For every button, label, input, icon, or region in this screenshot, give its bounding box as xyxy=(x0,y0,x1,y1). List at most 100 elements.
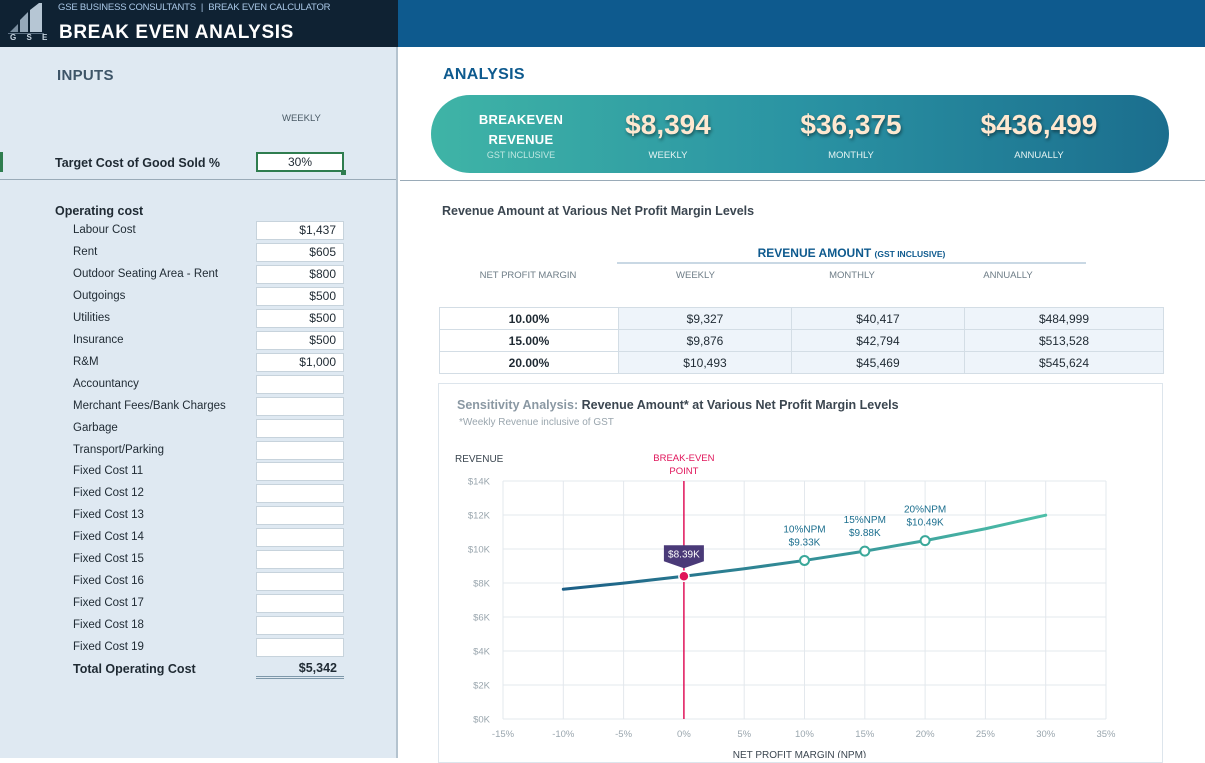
breakeven-card-title: BREAKEVEN REVENUE xyxy=(466,110,576,150)
npm-point-value: $9.88K xyxy=(849,528,881,539)
cost-input[interactable] xyxy=(256,616,344,636)
npm-point-label: 10%NPM xyxy=(783,524,825,535)
cost-input[interactable]: $500 xyxy=(256,308,344,328)
cost-label: Utilities xyxy=(73,311,111,324)
x-tick-label: 5% xyxy=(737,729,751,740)
cost-label: Insurance xyxy=(73,333,124,346)
y-tick-label: $14K xyxy=(468,477,491,488)
cost-input[interactable]: $500 xyxy=(256,330,344,350)
cost-row: Transport/Parking xyxy=(0,440,396,462)
cost-label: Outdoor Seating Area - Rent xyxy=(73,267,219,280)
cost-row: Fixed Cost 16 xyxy=(0,571,396,593)
app-header: G S E GSE BUSINESS CONSULTANTS | BREAK EVE… xyxy=(0,0,398,47)
breakeven-card-subtitle: GST INCLUSIVE xyxy=(486,150,556,160)
npm-point-value: $9.33K xyxy=(789,537,821,548)
cost-label: Fixed Cost 11 xyxy=(73,465,144,478)
table-row: 15.00% $9,876 $42,794 $513,528 xyxy=(439,329,1165,352)
cost-input[interactable]: $605 xyxy=(256,242,344,262)
cost-row: Fixed Cost 11 xyxy=(0,461,396,483)
cost-label: Outgoings xyxy=(73,289,126,302)
operating-cost-heading: Operating cost xyxy=(55,204,144,218)
breakeven-annually-value: $436,499 xyxy=(980,109,1098,140)
revenue-amount-underline xyxy=(617,262,1086,264)
cost-row: Labour Cost $1,437 xyxy=(0,220,396,242)
cost-row: Merchant Fees/Bank Charges xyxy=(0,396,396,418)
cost-label: Transport/Parking xyxy=(73,443,164,456)
weekly-revenue-cell: $9,327 xyxy=(618,307,792,330)
target-cogs-input[interactable]: 30% xyxy=(256,152,344,172)
cost-input[interactable] xyxy=(256,506,344,526)
cost-input[interactable] xyxy=(256,418,344,438)
cost-label: Merchant Fees/Bank Charges xyxy=(73,399,226,412)
cost-label: Fixed Cost 12 xyxy=(73,487,144,500)
x-tick-label: 35% xyxy=(1096,729,1116,740)
chart-title-main: Revenue Amount* at Various Net Profit Ma… xyxy=(581,398,899,412)
cost-input[interactable]: $1,437 xyxy=(256,221,344,240)
breakeven-label: POINT xyxy=(669,466,698,477)
npm-cell: 10.00% xyxy=(439,307,619,330)
cost-label: Fixed Cost 15 xyxy=(73,553,144,566)
weekly-revenue-header: WEEKLY xyxy=(676,270,715,281)
weekly-revenue-cell: $9,876 xyxy=(618,329,792,352)
breakeven-summary-card: BREAKEVEN REVENUE GST INCLUSIVE $8,394 W… xyxy=(431,95,1169,173)
x-tick-label: 30% xyxy=(1036,729,1056,740)
cost-input[interactable] xyxy=(256,440,344,460)
x-tick-label: -15% xyxy=(492,729,515,740)
table-row: 10.00% $9,327 $40,417 $484,999 xyxy=(439,307,1165,330)
y-axis-label: REVENUE xyxy=(455,454,504,465)
npm-point xyxy=(799,554,810,566)
breakeven-value-label: $8.39K xyxy=(668,549,700,560)
revenue-amount-header-note: (GST INCLUSIVE) xyxy=(874,249,946,259)
y-tick-label: $6K xyxy=(473,613,491,624)
revenue-table-title: Revenue Amount at Various Net Profit Mar… xyxy=(442,204,755,218)
x-tick-label: 20% xyxy=(916,729,936,740)
table-row: 20.00% $10,493 $45,469 $545,624 xyxy=(439,351,1165,374)
cost-input[interactable] xyxy=(256,638,344,658)
x-tick-label: -5% xyxy=(615,729,632,740)
breadcrumb-separator: | xyxy=(200,2,204,13)
chart-title: Sensitivity Analysis: Revenue Amount* at… xyxy=(457,398,899,412)
y-tick-label: $10K xyxy=(468,545,491,556)
cost-input[interactable] xyxy=(256,572,344,592)
annually-revenue-cell: $513,528 xyxy=(963,329,1165,352)
cost-label: Garbage xyxy=(73,421,118,434)
cost-label: Fixed Cost 14 xyxy=(73,531,144,544)
monthly-revenue-cell: $40,417 xyxy=(790,307,965,330)
cost-input[interactable] xyxy=(256,396,344,416)
annually-revenue-header: ANNUALLY xyxy=(983,270,1033,281)
cost-input[interactable] xyxy=(256,550,344,570)
cost-input[interactable] xyxy=(256,462,344,482)
cost-label: Fixed Cost 19 xyxy=(73,641,144,654)
breakeven-title-line2: REVENUE xyxy=(488,132,554,147)
cost-row: Insurance $500 xyxy=(0,330,396,352)
cost-label: R&M xyxy=(73,355,99,368)
total-operating-cost-value: $5,342 xyxy=(256,661,344,679)
cost-row: Utilities $500 xyxy=(0,308,396,330)
breadcrumb-company[interactable]: GSE BUSINESS CONSULTANTS xyxy=(58,2,196,13)
cell-fill-handle[interactable] xyxy=(341,170,346,175)
cost-input[interactable] xyxy=(256,594,344,614)
breakeven-annually-label: ANNUALLY xyxy=(1014,150,1064,161)
monthly-revenue-cell: $45,469 xyxy=(790,351,965,374)
cost-input[interactable]: $1,000 xyxy=(256,352,344,372)
npm-point-value: $10.49K xyxy=(906,518,944,529)
breadcrumb-calculator[interactable]: BREAK EVEN CALCULATOR xyxy=(208,2,331,13)
y-tick-label: $2K xyxy=(473,681,491,692)
cost-label: Fixed Cost 18 xyxy=(73,619,144,632)
cost-input[interactable] xyxy=(256,484,344,504)
y-tick-label: $0K xyxy=(473,715,491,726)
breadcrumb: GSE BUSINESS CONSULTANTS | BREAK EVEN CALC… xyxy=(58,2,331,13)
cost-input[interactable] xyxy=(256,528,344,548)
breakeven-weekly-value: $8,394 xyxy=(625,109,711,140)
page-title: BREAK EVEN ANALYSIS xyxy=(59,22,294,43)
analysis-divider xyxy=(400,180,1205,181)
cost-input[interactable]: $500 xyxy=(256,286,344,306)
npm-cell: 20.00% xyxy=(439,351,619,374)
cost-label: Accountancy xyxy=(73,377,139,390)
cost-input[interactable]: $800 xyxy=(256,264,344,284)
y-tick-label: $12K xyxy=(468,511,491,522)
cost-input[interactable] xyxy=(256,374,344,394)
sensitivity-chart-panel xyxy=(438,383,1163,763)
cost-row: Fixed Cost 13 xyxy=(0,505,396,527)
cost-label: Fixed Cost 16 xyxy=(73,575,144,588)
